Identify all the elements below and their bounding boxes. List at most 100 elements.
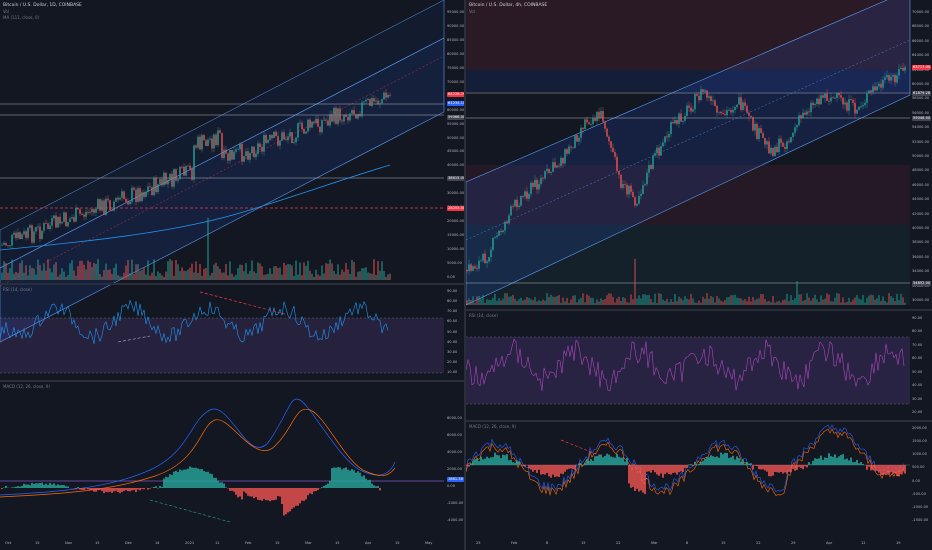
candle-body <box>187 165 189 167</box>
axis-tick-label: 70000.00 <box>912 10 930 14</box>
volume-bar <box>702 296 704 305</box>
layout-divider[interactable] <box>464 0 466 550</box>
candle-body <box>121 191 123 198</box>
price-tag: 28205.00 <box>447 206 464 211</box>
candle-body <box>117 197 119 200</box>
macd-histogram-bar <box>478 461 480 465</box>
axis-tick-label: 46000.00 <box>912 182 930 187</box>
volume-bar <box>255 273 257 280</box>
candle-body <box>900 67 902 69</box>
volume-bar <box>628 302 630 305</box>
candle-body <box>822 95 824 98</box>
time-tick-label: 2021 <box>185 541 195 545</box>
volume-bar <box>590 297 592 305</box>
macd-histogram-bar <box>760 465 762 470</box>
price-tag: 59066.00 <box>447 115 464 120</box>
regression-channel[interactable] <box>466 0 911 306</box>
volume-bar <box>514 298 516 305</box>
volume-bar <box>656 302 658 305</box>
axis-tick-label: 20.00 <box>912 410 923 414</box>
volume-bar <box>660 293 662 305</box>
moving-average-line[interactable] <box>0 164 391 251</box>
candle-body <box>830 97 832 102</box>
macd-histogram-bar <box>544 465 546 475</box>
rsi-band <box>0 318 444 373</box>
volume-bar <box>41 270 43 280</box>
candle-body <box>676 119 678 124</box>
left-chart-pane[interactable]: Bitcoin / U.S. Dollar, 1D, COINBASE Vol … <box>0 0 464 550</box>
volume-bar <box>482 295 484 305</box>
left-chart-canvas[interactable] <box>0 0 464 550</box>
macd-histogram-bar <box>882 465 884 476</box>
volume-bar <box>526 297 528 305</box>
left-pane-separator[interactable] <box>0 380 464 382</box>
candle-body <box>598 111 600 119</box>
candle-body <box>828 100 830 102</box>
candle-body <box>383 92 385 100</box>
macd-divergence-line[interactable] <box>560 439 602 457</box>
candle-body <box>315 118 317 123</box>
channel-midline[interactable] <box>466 39 911 241</box>
macd-histogram-bar <box>842 454 844 465</box>
volume-bar <box>548 296 550 305</box>
volume-bar <box>49 268 51 280</box>
time-tick-label: 15 <box>395 541 400 545</box>
macd-histogram-bar <box>636 465 638 489</box>
volume-bar <box>858 298 860 305</box>
macd-histogram-bar <box>147 488 149 490</box>
candle-body <box>141 192 143 202</box>
candle-body <box>313 121 315 123</box>
macd-trend-line[interactable] <box>149 499 231 523</box>
volume-bar <box>778 300 780 305</box>
macd-histogram-bar <box>77 486 79 488</box>
right-chart-pane[interactable]: Bitcoin / U.S. Dollar, 4h, COINBASE Vol … <box>466 0 932 550</box>
volume-bar <box>13 273 15 280</box>
volume-bar <box>714 302 716 305</box>
axis-tick-label: 52000.00 <box>912 139 930 144</box>
volume-bar <box>155 276 157 280</box>
macd-histogram-bar <box>267 488 269 501</box>
rsi-trend-line[interactable] <box>117 335 151 343</box>
volume-bar <box>728 297 730 305</box>
time-tick-label: Mar <box>651 541 658 545</box>
candle-body <box>568 146 570 154</box>
macd-histogram-bar <box>660 465 662 474</box>
rsi-divergence-line[interactable] <box>199 291 286 315</box>
macd-histogram-bar <box>367 480 369 488</box>
volume-bar <box>43 263 45 280</box>
volume-bar <box>744 299 746 305</box>
volume-bar <box>363 268 365 280</box>
volume-bar <box>836 293 838 305</box>
candle-body <box>351 110 353 114</box>
channel-midline[interactable] <box>0 55 445 287</box>
macd-histogram-bar <box>245 488 247 494</box>
left-volume-label: Vol <box>3 9 9 14</box>
macd-histogram-bar <box>87 488 89 490</box>
macd-histogram-bar <box>772 465 774 476</box>
axis-tick-label: 40000.00 <box>912 226 930 230</box>
candle-body <box>111 210 113 211</box>
volume-bar <box>287 264 289 280</box>
candle-body <box>572 147 574 149</box>
right-pane-separator[interactable] <box>466 309 932 311</box>
volume-bar <box>171 260 173 280</box>
left-pane-separator[interactable] <box>0 283 464 285</box>
candle-body <box>530 182 532 194</box>
volume-bar <box>323 273 325 280</box>
macd-histogram-bar <box>283 488 285 516</box>
regression-channel[interactable] <box>0 37 445 343</box>
macd-histogram-bar <box>786 465 788 474</box>
candle-body <box>652 155 654 169</box>
volume-bar <box>566 297 568 305</box>
macd-histogram-bar <box>722 454 724 465</box>
candle-body <box>257 143 259 154</box>
right-pane-separator[interactable] <box>466 420 932 422</box>
volume-bar <box>818 302 820 305</box>
candle-body <box>696 94 698 96</box>
candle-body <box>710 96 712 101</box>
candle-body <box>582 127 584 129</box>
volume-bar <box>670 299 672 305</box>
right-chart-canvas[interactable] <box>466 0 932 550</box>
candle-body <box>666 136 668 138</box>
macd-histogram-bar <box>257 488 259 500</box>
